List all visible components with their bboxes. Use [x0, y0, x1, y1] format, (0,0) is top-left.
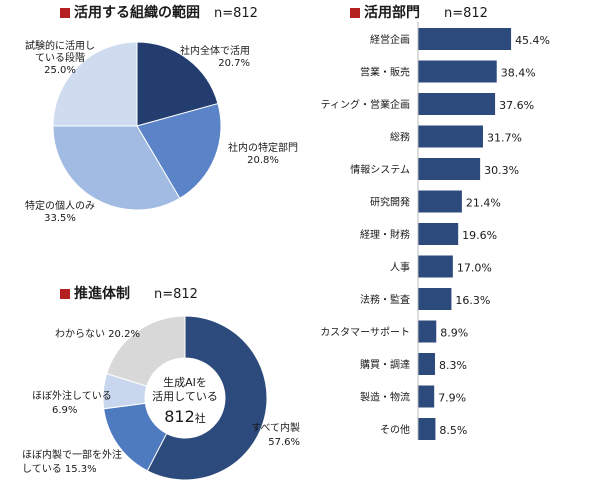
center-text: 生成AIを: [163, 375, 207, 389]
bar: [418, 93, 496, 115]
donut-n-label: n=812: [154, 287, 198, 302]
slice-label: 社内全体で活用: [180, 44, 250, 57]
donut-slice: [106, 315, 186, 387]
bar: [418, 353, 436, 375]
bar: [418, 190, 462, 213]
category-label: 営業・販売: [360, 66, 410, 79]
title-marker: [60, 8, 70, 18]
slice-label: している 15.3%: [22, 463, 97, 475]
category-label: 情報システム: [350, 163, 410, 176]
category-label: 製造・物流: [360, 391, 410, 404]
slice-value-label: 33.5%: [44, 213, 76, 224]
bar-value-label: 37.6%: [499, 99, 534, 112]
bar-chart-departments: 経営企画 45.4% 営業・販売 38.4% マーケティング・営業企画 37.6% 総務 31…: [320, 22, 550, 440]
bar-title: 活用部門: [364, 5, 420, 21]
category-label: その他: [380, 423, 410, 436]
bar-value-label: 17.0%: [457, 262, 492, 275]
bar-value-label: 45.4%: [515, 34, 550, 47]
bar-value-label: 7.9%: [438, 392, 466, 405]
bar-value-label: 16.3%: [455, 294, 490, 307]
pie-slice: [52, 41, 138, 127]
donut-slice: [146, 315, 268, 481]
slice-label: ている段階: [35, 51, 85, 64]
bar-value-label: 21.4%: [466, 197, 501, 210]
bar: [418, 28, 512, 50]
category-label: 法務・監査: [360, 293, 410, 306]
slice-label: ほぼ外注している: [32, 389, 112, 402]
bar-n-label: n=812: [444, 6, 488, 21]
center-text: 活用している: [152, 390, 218, 403]
bar-value-label: 31.7%: [487, 132, 522, 145]
slice-value-label: 6.9%: [52, 405, 77, 416]
category-label: 人事: [390, 261, 410, 274]
bar: [418, 320, 437, 343]
pie1-title-block: 活用する組織の範囲 n=812: [60, 2, 258, 22]
slice-value-label: 57.6%: [268, 437, 300, 448]
bar: [418, 385, 435, 408]
category-label: マーケティング・営業企画: [320, 98, 410, 111]
slice-label: すべて内製: [251, 421, 300, 434]
bar-title-block: 活用部門 n=812: [350, 2, 488, 22]
category-label: 経営企画: [370, 33, 410, 46]
category-label: 研究開発: [370, 196, 410, 209]
bar-value-label: 8.5%: [439, 424, 467, 437]
bar: [418, 125, 483, 148]
category-label: カスタマーサポート: [320, 327, 410, 339]
bar: [418, 158, 481, 180]
slice-value-label: 25.0%: [44, 65, 76, 76]
pie1-title: 活用する組織の範囲: [74, 5, 200, 21]
category-label: 経理・財務: [360, 228, 410, 241]
slice-label: わからない 20.2%: [55, 328, 140, 340]
slice-value-label: 20.7%: [218, 58, 250, 69]
title-marker: [60, 289, 70, 299]
title-marker: [350, 8, 360, 18]
bar-value-label: 8.9%: [440, 327, 468, 340]
bar-value-label: 30.3%: [484, 164, 519, 177]
slice-label: ほぼ内製で一部を外注: [22, 448, 122, 461]
center-count: 812社: [164, 407, 206, 426]
bar: [418, 288, 452, 310]
bar-value-label: 19.6%: [462, 229, 497, 242]
pie-slice: [136, 41, 219, 127]
slice-label: 特定の個人のみ: [25, 199, 95, 212]
bar-value-label: 8.3%: [439, 359, 467, 372]
bar: [418, 60, 497, 83]
donut-title-block: 推進体制 n=812: [60, 283, 198, 303]
bar: [418, 255, 453, 278]
slice-label: 試験的に活用し: [25, 39, 95, 52]
pie1-n-label: n=812: [214, 6, 258, 21]
donut-title: 推進体制: [74, 286, 130, 302]
pie-slice: [136, 102, 222, 199]
bar: [418, 223, 459, 245]
pie-slice: [52, 125, 181, 211]
bar-value-label: 38.4%: [501, 67, 536, 80]
category-label: 購買・調達: [360, 358, 410, 371]
bar: [418, 418, 436, 440]
slice-value-label: 20.8%: [247, 155, 279, 166]
slice-label: 社内の特定部門: [228, 141, 298, 154]
category-label: 総務: [390, 131, 410, 144]
